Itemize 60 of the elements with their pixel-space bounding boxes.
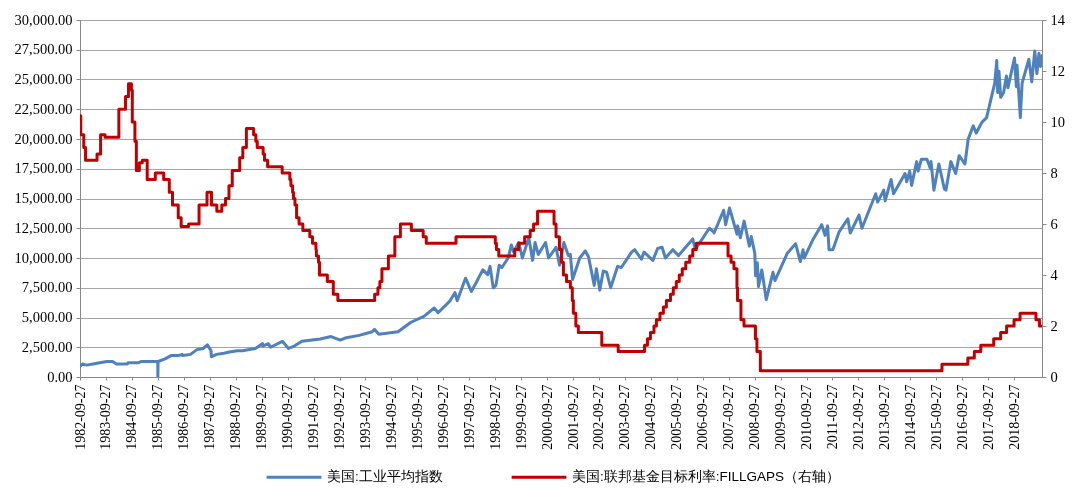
y-tick-label: 0.00 [47,368,73,385]
x-tick-label: 2003-09-27 [617,384,633,450]
x-tick-label: 1984-09-27 [124,384,140,450]
x-tick-label: 2018-09-27 [1006,384,1022,450]
x-tick-label: 1982-09-27 [72,384,88,450]
x-tick-label: 1992-09-27 [332,384,347,450]
x-tick-label: 1987-09-27 [202,384,218,450]
y-tick-label: 7,500.00 [21,279,73,296]
x-tick-label: 1997-09-27 [461,384,477,450]
legend-label: 美国:联邦基金目标利率:FILLGAPS（右轴） [572,469,841,485]
x-tick-label: 1985-09-27 [150,384,166,450]
y2-tick-label: 14 [1050,11,1066,28]
x-tick-label: 2011-09-27 [824,384,840,450]
y-tick-label: 20,000.00 [14,130,73,147]
y-tick-label: 27,500.00 [14,41,73,58]
x-tick-label: 2015-09-27 [928,384,944,450]
x-tick-label: 2016-09-27 [954,384,970,450]
y-tick-label: 10,000.00 [14,249,73,266]
y2-tick-label: 8 [1050,164,1058,181]
x-tick-label: 1986-09-27 [176,384,192,450]
x-tick-label: 2012-09-27 [850,384,866,450]
x-tick-label: 1991-09-27 [306,384,321,450]
y-tick-label: 5,000.00 [21,309,73,325]
y2-tick-label: 12 [1050,62,1065,79]
x-tick-label: 2005-09-27 [669,384,685,450]
y2-tick-label: 6 [1050,215,1058,232]
y-tick-label: 17,500.00 [14,160,73,177]
x-tick-label: 1999-09-27 [513,384,529,450]
x-tick-label: 1998-09-27 [487,384,503,450]
y-tick-label: 25,000.00 [14,71,73,87]
x-tick-label: 2007-09-27 [721,384,737,450]
y-tick-label: 15,000.00 [14,190,73,206]
y-tick-label: 2,500.00 [21,338,73,355]
x-tick-label: 1995-09-27 [409,384,425,450]
x-tick-label: 2014-09-27 [902,384,918,450]
y2-tick-label: 10 [1050,113,1065,130]
x-tick-label: 2002-09-27 [591,384,607,450]
x-tick-label: 1993-09-27 [357,384,373,450]
x-tick-label: 2010-09-27 [799,384,815,450]
x-tick-label: 1983-09-27 [98,384,114,450]
x-tick-label: 2006-09-27 [695,384,711,450]
x-tick-label: 2017-09-27 [980,384,996,450]
y2-tick-label: 0 [1050,368,1058,385]
y-tick-label: 22,500.00 [14,100,73,117]
y2-tick-label: 2 [1050,317,1058,334]
y-tick-label: 30,000.00 [14,11,73,28]
legend-label: 美国:工业平均指数 [327,469,443,485]
y-tick-label: 12,500.00 [14,219,73,236]
x-tick-label: 2004-09-27 [643,384,659,450]
x-tick-label: 1990-09-27 [280,384,296,450]
y2-tick-label: 4 [1050,266,1059,283]
x-tick-label: 1994-09-27 [383,384,399,450]
x-tick-label: 2009-09-27 [773,384,789,450]
x-tick-label: 2000-09-27 [539,384,555,450]
x-tick-label: 1988-09-27 [228,384,244,450]
x-tick-label: 2013-09-27 [876,384,892,450]
x-tick-label: 1996-09-27 [435,384,451,450]
x-tick-label: 1989-09-27 [254,384,270,450]
x-tick-label: 2001-09-27 [565,384,581,450]
x-tick-label: 2008-09-27 [747,384,763,450]
